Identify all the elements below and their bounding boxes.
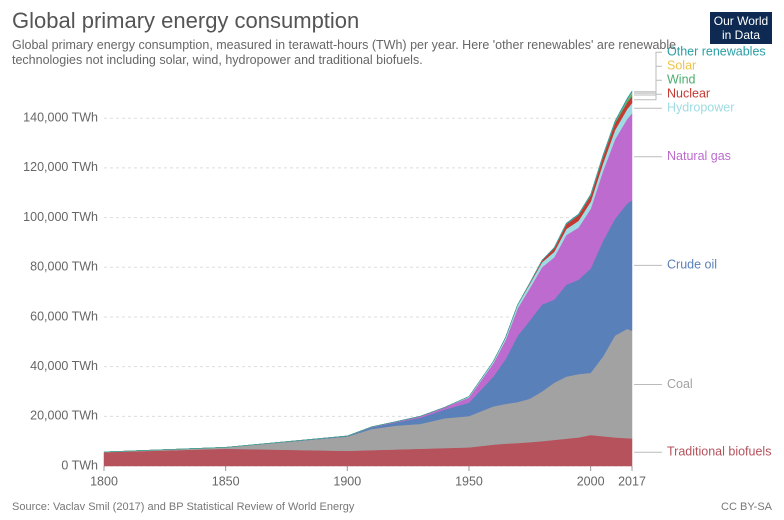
y-tick-label: 140,000 TWh [23,111,98,125]
legend-label: Wind [667,72,696,86]
license: CC BY-SA [721,501,773,513]
legend-label: Hydropower [667,100,734,114]
legend-label: Other renewables [667,44,766,58]
x-tick-label: 1850 [212,474,240,488]
legend-label: Nuclear [667,86,710,100]
area [103,89,633,453]
legend-label: Crude oil [667,258,717,272]
logo: Our World in Data [710,12,772,44]
chart-subtitle: Global primary energy consumption, measu… [12,38,677,67]
legend-label: Solar [667,58,696,72]
y-tick-label: 100,000 TWh [23,210,98,224]
legend-label: Natural gas [667,149,731,163]
y-tick-label: 20,000 TWh [30,409,98,423]
y-tick-label: 0 TWh [61,458,98,472]
x-tick-label: 2017 [618,474,646,488]
x-tick-label: 2000 [577,474,605,488]
label-connector [634,65,662,94]
label-connector [634,51,662,93]
y-tick-label: 40,000 TWh [30,359,98,373]
y-tick-label: 60,000 TWh [30,309,98,323]
x-tick-label: 1950 [455,474,483,488]
source: Source: Vaclav Smil (2017) and BP Statis… [12,501,355,513]
y-tick-label: 80,000 TWh [30,260,98,274]
x-tick-label: 1900 [333,474,361,488]
y-tick-label: 120,000 TWh [23,160,98,174]
legend-label: Traditional biofuels [667,445,771,459]
chart-title: Global primary energy consumption [12,8,360,33]
label-connector [634,93,662,101]
x-tick-label: 1800 [90,474,118,488]
legend-label: Coal [667,377,693,391]
